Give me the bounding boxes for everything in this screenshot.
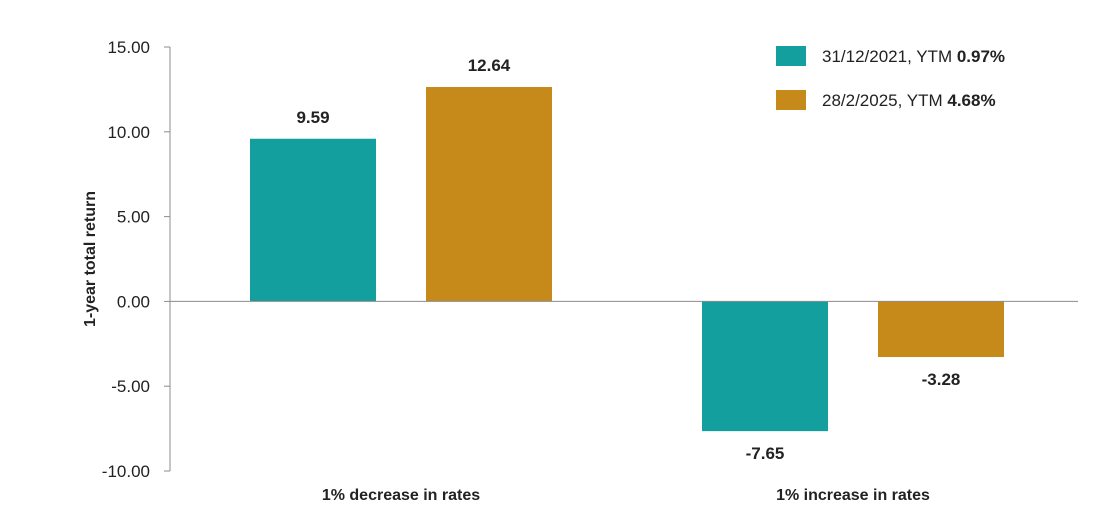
legend-entry: 31/12/2021, YTM 0.97%: [822, 47, 1005, 66]
legend-swatch: [776, 90, 806, 110]
category-label: 1% decrease in rates: [322, 487, 480, 504]
data-label: 9.59: [296, 108, 329, 127]
y-tick-label: 0.00: [117, 292, 150, 311]
bar: [426, 87, 552, 302]
y-ticks: 15.00 10.00 5.00 0.00 -5.00 -10.00: [102, 38, 170, 481]
y-tick-label: -5.00: [111, 377, 150, 396]
category-label: 1% increase in rates: [776, 487, 930, 504]
bars: 9.59 12.64 -7.65 -3.28: [250, 56, 1004, 463]
bar: [878, 301, 1004, 358]
legend-swatch: [776, 46, 806, 66]
legend-entry: 28/2/2025, YTM 4.68%: [822, 91, 996, 110]
y-axis-label: 1-year total return: [82, 191, 99, 327]
y-tick-label: 5.00: [117, 208, 150, 227]
legend: 31/12/2021, YTM 0.97% 28/2/2025, YTM 4.68…: [776, 46, 1005, 110]
category-labels: 1% decrease in rates 1% increase in rates: [322, 487, 930, 504]
data-label: -3.28: [922, 370, 961, 389]
data-label: 12.64: [468, 56, 511, 75]
y-tick-label: 15.00: [107, 38, 150, 57]
data-label: -7.65: [746, 444, 785, 463]
y-tick-label: 10.00: [107, 123, 150, 142]
bar: [250, 138, 376, 302]
y-tick-label: -10.00: [102, 462, 150, 481]
bar: [702, 301, 828, 432]
